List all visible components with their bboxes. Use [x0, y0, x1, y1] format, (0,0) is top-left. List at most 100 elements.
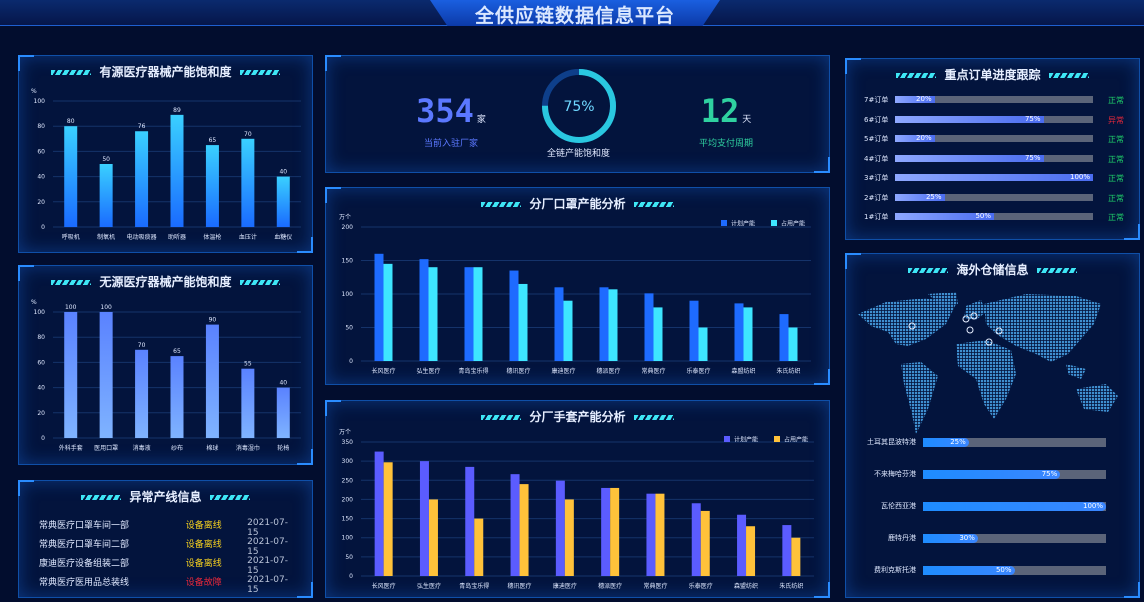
data-label: 40 — [279, 380, 287, 387]
bar-planned — [782, 525, 792, 576]
abnormal-line-row[interactable]: 常典医疗口罩车间二部 设备离线 2021-07-15 — [39, 537, 299, 557]
line-status: 设备离线 — [185, 521, 222, 531]
bar-used — [428, 267, 438, 361]
data-label: 100 — [100, 304, 112, 311]
x-tick-label: 呼吸机 — [62, 233, 80, 241]
bar-used — [473, 267, 483, 361]
progress-label: 20% — [916, 95, 932, 103]
order-row[interactable]: 6#订单 75% 异常 — [860, 115, 1130, 125]
order-row[interactable]: 2#订单 25% 正常 — [860, 193, 1130, 203]
bar-used — [608, 289, 618, 361]
y-tick-label: 150 — [342, 516, 354, 523]
bar-used — [788, 327, 798, 361]
bar — [276, 387, 290, 438]
x-tick-label: 森盟纺织 — [734, 582, 758, 590]
title-plate: 全供应链数据信息平台 — [430, 0, 720, 26]
port-name: 鹿特丹港 — [888, 534, 916, 542]
title-deco — [633, 202, 674, 207]
warehouse-row[interactable]: 瓦伦西亚港 100% — [860, 501, 1130, 511]
order-status: 正常 — [1108, 135, 1124, 144]
bar-used — [610, 487, 620, 576]
y-tick-label: 40 — [37, 174, 45, 181]
warehouse-row[interactable]: 鹿特丹港 30% — [860, 533, 1130, 543]
order-row[interactable]: 1#订单 50% 正常 — [860, 212, 1130, 222]
bar-planned — [374, 253, 384, 361]
abnormal-lines-panel: 异常产线信息 常典医疗口罩车间一部 设备离线 2021-07-15 常典医疗口罩车间二… — [18, 480, 313, 598]
y-tick-label: 80 — [37, 334, 45, 341]
progress-label: 75% — [1024, 153, 1041, 162]
warehouse-usage-bar: 100% — [923, 502, 1106, 511]
progress-label: 75% — [1024, 114, 1041, 123]
x-tick-label: 电动吸痰器 — [127, 233, 157, 241]
warehouse-usage-bar: 75% — [923, 470, 1106, 479]
bar-used — [653, 307, 663, 361]
order-row[interactable]: 5#订单 20% 正常 — [860, 134, 1130, 144]
order-progress-bar: 20% — [895, 134, 1093, 142]
title-deco — [51, 70, 92, 75]
bar-planned — [601, 487, 611, 576]
bar — [64, 312, 78, 438]
order-name: 2#订单 — [864, 193, 889, 202]
abnormal-line-row[interactable]: 常典医疗口罩车间一部 设备离线 2021-07-15 — [39, 518, 299, 538]
y-tick-label: 50 — [345, 325, 353, 332]
abnormal-line-row[interactable]: 康迪医疗设备组装二部 设备离线 2021-07-15 — [39, 556, 299, 576]
bar — [276, 176, 290, 227]
kpi-label: 当前入驻厂家 — [423, 139, 478, 149]
x-tick-label: 轮椅 — [277, 444, 289, 452]
data-label: 50 — [102, 156, 110, 163]
y-axis-unit: 万个 — [339, 214, 351, 221]
order-row[interactable]: 7#订单 20% 正常 — [860, 95, 1130, 105]
title-deco — [633, 415, 674, 420]
kpi-saturation: 75% 全链产能饱和度 — [526, 66, 631, 159]
order-status: 异常 — [1108, 115, 1124, 125]
title-deco — [1036, 268, 1077, 273]
x-tick-label: 弘生医疗 — [417, 582, 441, 590]
x-tick-label: 常典医疗 — [641, 367, 665, 375]
progress-label: 50% — [975, 212, 991, 220]
x-tick-label: 助听器 — [168, 233, 186, 241]
x-tick-label: 朱氏纺织 — [779, 582, 803, 590]
order-progress-bar: 100% — [895, 173, 1093, 181]
legend-label: 计划产能 — [734, 436, 758, 444]
data-label: 70 — [244, 131, 252, 138]
y-axis-unit: 万个 — [339, 429, 351, 436]
title-deco — [896, 73, 937, 78]
order-status: 正常 — [1108, 154, 1124, 164]
data-label: 40 — [279, 169, 287, 176]
usage-label: 30% — [959, 534, 975, 542]
panel-title: 分厂手套产能分析 — [529, 410, 626, 424]
location-pin-icon[interactable] — [908, 312, 1003, 346]
bar — [205, 145, 219, 227]
order-status: 正常 — [1108, 174, 1124, 183]
x-tick-label: 朱氏纺织 — [776, 367, 800, 375]
title-deco — [481, 202, 522, 207]
order-row[interactable]: 3#订单 100% 正常 — [860, 173, 1130, 183]
data-label: 55 — [244, 361, 252, 368]
saturation-value: 75% — [563, 99, 594, 115]
data-label: 65 — [173, 348, 181, 355]
y-tick-label: 40 — [37, 385, 45, 392]
header-bar: 全供应链数据信息平台 — [0, 0, 1144, 26]
warehouse-row[interactable]: 不来梅哈芬港 75% — [860, 469, 1130, 479]
title-deco — [239, 70, 280, 75]
mask-capacity-chart: 万个 0 50 100 150 200 长风医疗 弘生医疗 青岛宝乐得 穗讯医疗 康迪医疗 穗派医疗 常… — [339, 214, 811, 375]
order-name: 1#订单 — [864, 213, 889, 221]
order-row[interactable]: 4#订单 75% 正常 — [860, 154, 1130, 164]
warehouse-row[interactable]: 土耳其昆波特港 25% — [860, 437, 1130, 447]
y-tick-label: 20 — [37, 410, 45, 417]
y-tick-label: 20 — [37, 199, 45, 206]
panel-title: 分厂口罩产能分析 — [529, 197, 626, 211]
warehouse-row[interactable]: 费利克斯托港 50% — [860, 565, 1130, 575]
bar-planned — [555, 480, 565, 576]
port-name: 不来梅哈芬港 — [874, 470, 916, 478]
bar-used — [383, 263, 393, 361]
active-devices-chart: % 0 20 40 60 80 100 呼吸机 80 制氧机 50 电动吸痰器 76 助听器 89 体温枪 65… — [31, 88, 301, 241]
x-tick-label: 乐泰医疗 — [689, 582, 713, 590]
data-label: 65 — [209, 137, 217, 144]
kpi-panel: 354 家 当前入驻厂家 75% 全链产能饱和度 12 天 平均支付周期 — [325, 55, 830, 173]
usage-label: 75% — [1041, 470, 1058, 478]
abnormal-line-row[interactable]: 常典医疗医用品总装线 设备故障 2021-07-15 — [39, 575, 299, 595]
kpi-value: 354 — [416, 92, 474, 130]
y-tick-label: 0 — [349, 573, 353, 580]
kpi-payment: 12 天 平均支付周期 — [671, 92, 781, 149]
